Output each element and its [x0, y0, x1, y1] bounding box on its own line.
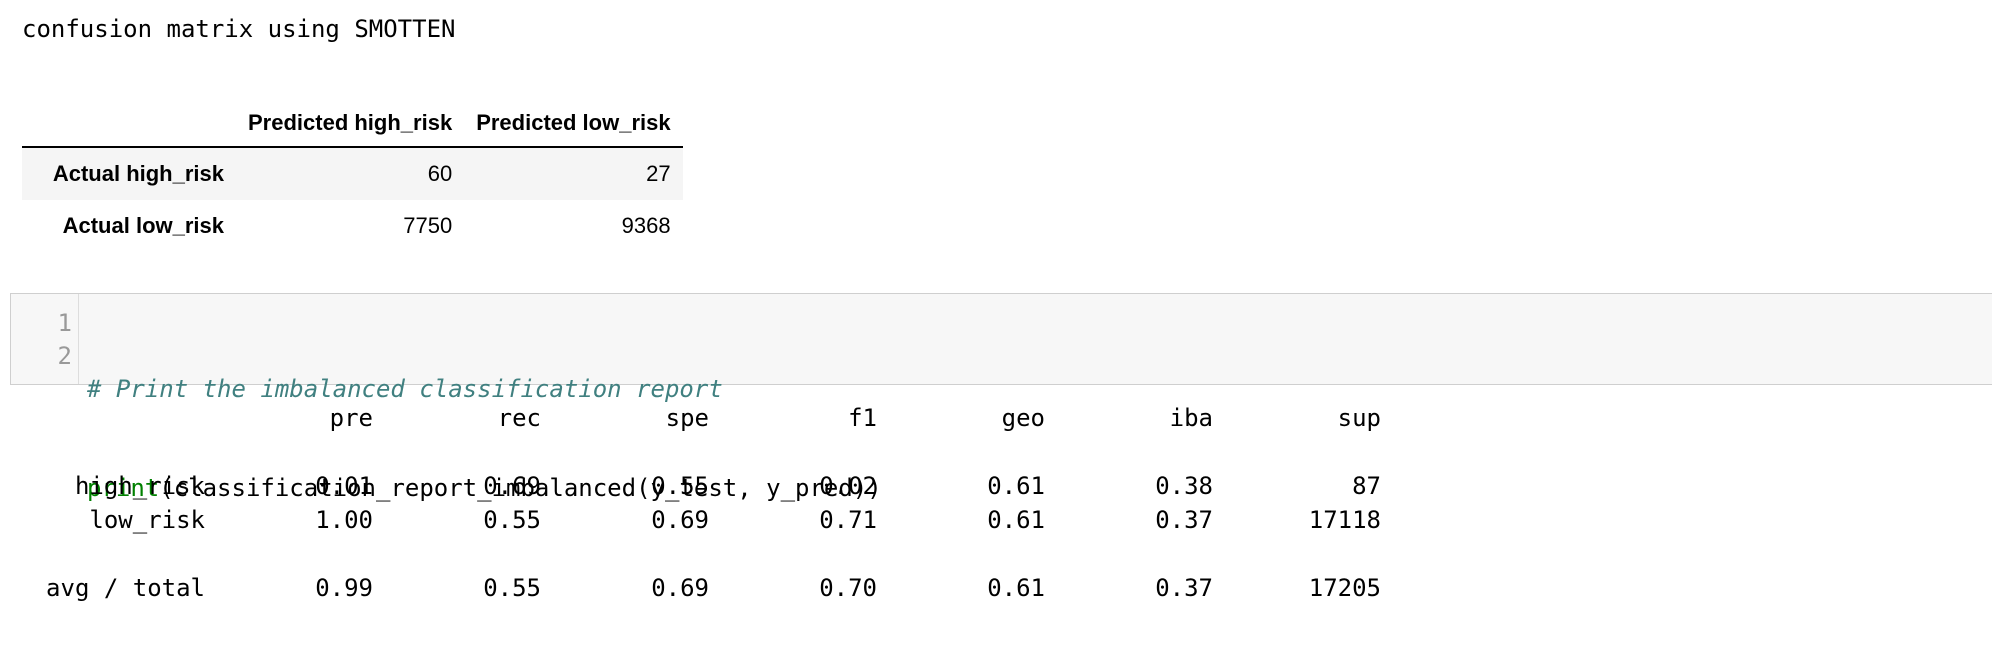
report-value: 0.55 — [483, 506, 541, 534]
report-header: geo — [1001, 404, 1045, 432]
report-value: 0.01 — [315, 472, 373, 500]
report-row-label: high_risk — [74, 472, 205, 500]
report-row: avg / total 0.99 0.55 0.69 0.70 0.61 0.3… — [22, 571, 1381, 605]
report-value: 0.61 — [987, 472, 1045, 500]
report-value: 17205 — [1308, 574, 1381, 602]
report-header-row: pre rec spe f1 geo iba sup — [22, 401, 1381, 435]
column-header: Predicted high_risk — [236, 100, 465, 148]
report-value: 0.55 — [483, 574, 541, 602]
report-header: spe — [665, 404, 709, 432]
report-value: 0.02 — [819, 472, 877, 500]
code-comment: # Print the imbalanced classification re… — [87, 375, 723, 403]
table-cell: 27 — [646, 161, 671, 186]
report-value: 1.00 — [315, 506, 373, 534]
table-row: Actual high_risk 60 27 — [22, 147, 683, 200]
report-value: 0.70 — [819, 574, 877, 602]
table-cell: 60 — [427, 161, 453, 186]
report-row-label: low_risk — [89, 506, 205, 534]
report-value: 0.55 — [651, 472, 709, 500]
report-value: 0.69 — [651, 574, 709, 602]
report-value: 0.69 — [483, 472, 541, 500]
code-line-2: print(classification_report_imbalanced(y… — [87, 472, 882, 505]
report-header: iba — [1169, 404, 1213, 432]
report-corner — [22, 401, 205, 435]
code-builtin-print: print — [87, 474, 160, 502]
report-value: 0.99 — [315, 574, 373, 602]
report-value: 0.61 — [987, 574, 1045, 602]
report-value: 0.61 — [987, 506, 1045, 534]
report-value: 0.71 — [819, 506, 877, 534]
line-number-gutter: 1 2 — [11, 294, 79, 384]
report-value: 0.69 — [651, 506, 709, 534]
confusion-matrix-table: Predicted high_risk Predicted low_risk A… — [22, 100, 683, 252]
table-corner-cell — [22, 100, 236, 148]
report-value: 87 — [1352, 472, 1381, 500]
table-header-row: Predicted high_risk Predicted low_risk — [22, 100, 683, 148]
report-value: 17118 — [1308, 506, 1381, 534]
code-line-1: # Print the imbalanced classification re… — [87, 373, 882, 406]
code-cell[interactable]: 1 2 # Print the imbalanced classificatio… — [10, 293, 1992, 502]
report-value: 0.37 — [1155, 574, 1213, 602]
report-header: f1 — [848, 404, 877, 432]
table-cell: 7750 — [403, 213, 453, 238]
code-editor[interactable]: # Print the imbalanced classification re… — [79, 294, 882, 502]
row-header: Actual low_risk — [62, 213, 224, 238]
classification-report: pre rec spe f1 geo iba sup high_risk 0.0… — [22, 401, 1381, 605]
report-header: sup — [1337, 404, 1381, 432]
line-number: 1 — [57, 309, 72, 337]
report-header: rec — [497, 404, 541, 432]
report-row: high_risk 0.01 0.69 0.55 0.02 0.61 0.38 … — [22, 469, 1381, 503]
row-header: Actual high_risk — [52, 161, 224, 186]
line-number: 2 — [57, 342, 72, 370]
code-call: (classification_report_imbalanced(y_test… — [159, 474, 882, 502]
table-cell: 9368 — [621, 213, 671, 238]
report-value: 0.38 — [1155, 472, 1213, 500]
report-row: low_risk 1.00 0.55 0.69 0.71 0.61 0.37 1… — [22, 503, 1381, 537]
report-value: 0.37 — [1155, 506, 1213, 534]
report-row-label: avg / total — [46, 574, 205, 602]
column-header: Predicted low_risk — [464, 100, 683, 148]
table-row: Actual low_risk 7750 9368 — [22, 200, 683, 252]
output-title: confusion matrix using SMOTTEN — [22, 15, 456, 43]
report-header: pre — [329, 404, 373, 432]
